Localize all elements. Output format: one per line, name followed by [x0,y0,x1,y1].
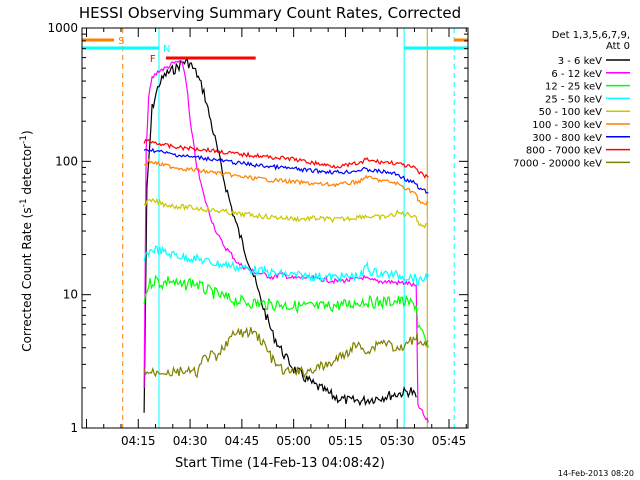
y-label-end: ) [20,130,34,135]
y-label-sup-2: -1 [19,135,29,144]
legend-entry-label: 300 - 800 keV [532,133,602,144]
x-tick-label: 05:00 [276,434,311,448]
chart-title: HESSI Observing Summary Count Rates, Cor… [79,4,461,22]
plot-area: S NF [82,28,468,428]
series-line-7000-20000-kev [143,326,429,380]
x-axis-label: Start Time (14-Feb-13 04:08:42) [175,456,385,471]
x-tick-label: 04:45 [225,434,260,448]
legend-entry-label: 50 - 100 keV [539,107,603,118]
x-tick-label: 05:30 [380,434,415,448]
legend-entry-label: 3 - 6 keV [558,56,602,67]
plot-border [81,27,469,429]
plot-frame: 1 10 100 1000 04:15 04:30 04:45 05:00 05:15 05:30… [47,21,469,448]
series-line-100-300-kev [143,158,429,206]
series-line-800-7000-kev [143,138,429,179]
x-tick-label: 05:45 [432,434,467,448]
legend: Det 1,3,5,6,7,9,Att 0 3 - 6 keV 6 - 12 keV… [513,30,630,169]
y-label-main: Corrected Count Rate (s [20,207,34,351]
legend-entry-label: 6 - 12 keV [551,69,602,80]
x-tick-label: 04:15 [121,434,156,448]
legend-entry-label: 12 - 25 keV [545,82,602,93]
y-tick-label: 10 [63,288,78,302]
legend-entry-label: 25 - 50 keV [545,94,602,105]
y-tick-label: 1000 [47,21,78,35]
series-line-12-25-kev [143,274,429,348]
flag-s-label: S [118,36,124,47]
series-line-25-50-kev [143,245,429,287]
date-stamp: 14-Feb-2013 08:20 [558,469,634,478]
legend-header-line: Att 0 [606,41,630,52]
series-line-300-800-kev [143,147,429,194]
legend-entry-label: 800 - 7000 keV [526,146,602,157]
plot-inner: S NF [82,28,468,428]
x-tick-label: 05:15 [328,434,363,448]
y-label-mid: detector [20,144,34,199]
series-line-50-100-kev [143,197,429,229]
y-axis-label: Corrected Count Rate (s-1 detector-1) [19,130,34,351]
flag-f-label: F [150,54,156,65]
legend-entry-label: 100 - 300 keV [532,120,602,131]
series-line-3-6-kev [143,58,417,413]
y-tick-label: 1 [70,421,78,435]
legend-entry-label: 7000 - 20000 keV [513,158,602,169]
series-line-6-12-kev [143,59,429,423]
x-tick-label: 04:30 [173,434,208,448]
flag-n-label: N [163,44,170,55]
legend-header-line: Det 1,3,5,6,7,9, [552,30,630,41]
y-tick-label: 100 [55,154,78,168]
svg-text:Corrected Count Rate (s-1 dete: Corrected Count Rate (s-1 detector-1) [19,130,34,351]
y-label-sup-1: -1 [19,198,29,207]
